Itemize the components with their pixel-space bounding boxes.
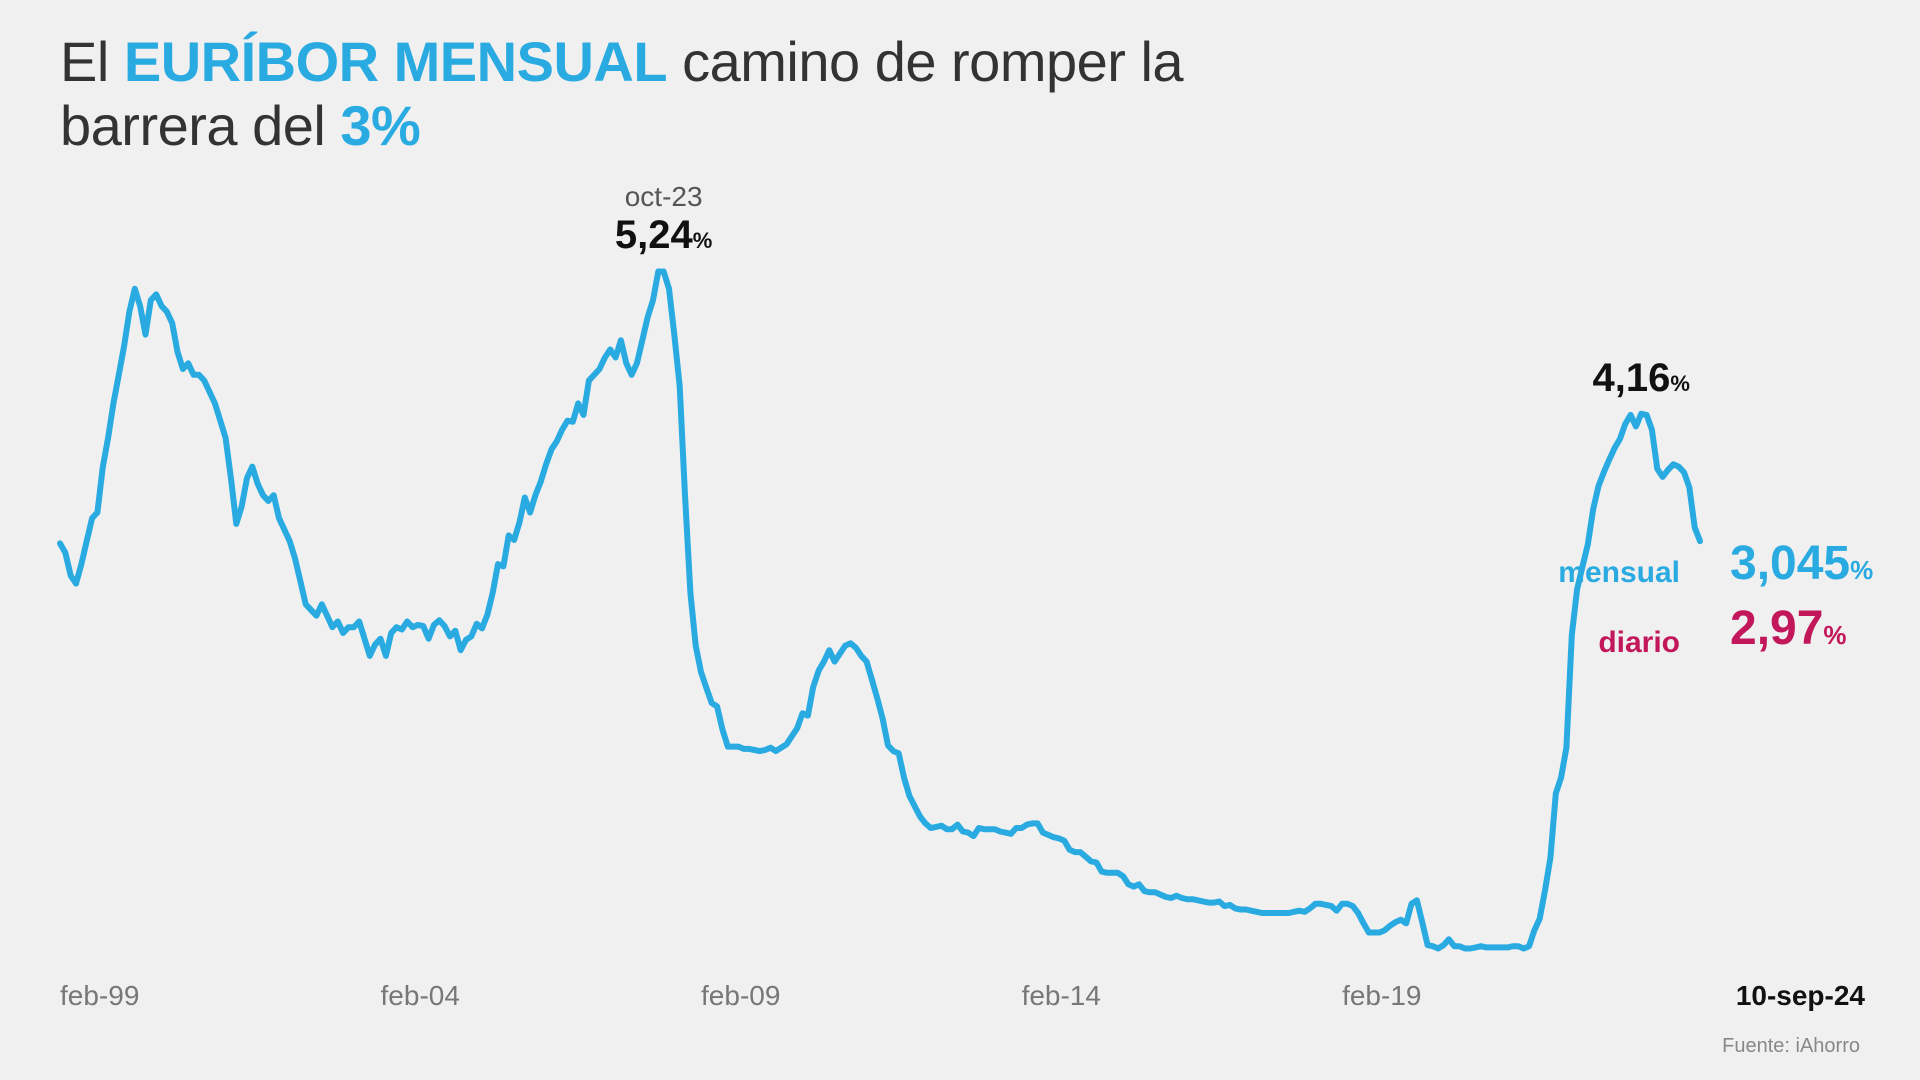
x-tick-label: 10-sep-24 (1545, 980, 1865, 1012)
x-tick-label: feb-19 (1342, 980, 1421, 1012)
diario-value: 2,97% (1730, 601, 1847, 656)
line-chart (0, 0, 1920, 1080)
mensual-value: 3,045% (1730, 536, 1873, 591)
peak-value-label: 5,24% (615, 213, 712, 258)
peak-value-label: 4,16% (1593, 356, 1690, 401)
peak-date-label: oct-23 (625, 181, 703, 213)
mensual-label: mensual (1558, 556, 1680, 590)
x-tick-label: feb-14 (1022, 980, 1101, 1012)
diario-label: diario (1598, 626, 1680, 660)
euribor-series-line (60, 272, 1700, 949)
x-tick-label: feb-04 (381, 980, 460, 1012)
x-tick-label: feb-99 (60, 980, 139, 1012)
chart-source: Fuente: iAhorro (1722, 1035, 1860, 1058)
x-tick-label: feb-09 (701, 980, 780, 1012)
